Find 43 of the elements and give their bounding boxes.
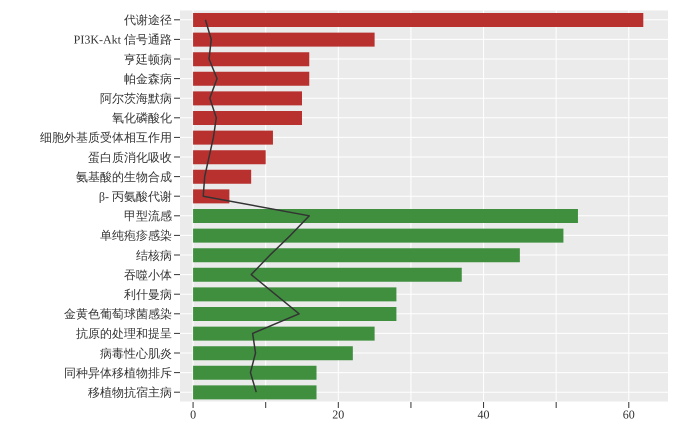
y-tick-label: 单纯疱疹感染 [100,228,172,243]
y-tick-label: 亨廷顿病 [124,52,172,66]
y-tick-label: 细胞外基质受体相互作用 [40,130,172,145]
bar [193,287,396,302]
y-tick-label: 氧化磷酸化 [112,111,172,126]
y-tick-label: 帕金森病 [124,72,172,86]
bar [193,170,252,184]
bar [193,268,462,282]
y-tick-label: 结核病 [136,248,172,262]
bar [193,307,396,321]
x-tick-label: 0 [190,408,196,422]
y-tick-label: 蛋白质消化吸收 [88,150,172,164]
bar [193,52,310,66]
bar [193,13,644,27]
y-tick-label: PI3K-Akt 信号通路 [74,32,172,47]
x-tick-label: 60 [622,408,635,422]
bar [193,248,520,262]
y-tick-label: 病毒性心肌炎 [100,346,172,360]
bar [193,72,310,86]
bar [193,228,564,243]
y-tick-label: β- 丙氨酸代谢 [98,189,172,204]
bar [193,91,302,106]
y-tick-label: 阿尔茨海默病 [100,91,172,106]
bar [193,32,375,47]
bar [193,111,302,125]
y-tick-label: 同种异体移植物排斥 [64,366,172,380]
y-tick-label: 移植物抗宿主病 [88,385,172,400]
x-tick-label: 20 [332,408,344,422]
y-tick-label: 甲型流感 [124,209,172,224]
y-tick-label: 吞噬小体 [124,268,172,282]
bar [193,385,317,400]
bar [193,209,578,223]
bar [193,366,317,380]
bar [193,150,266,164]
y-tick-label: 利什曼病 [124,287,172,302]
bar [193,130,273,145]
bar [193,326,375,341]
y-tick-label: 氨基酸的生物合成 [76,170,172,184]
y-tick-label: 代谢途径 [123,13,172,28]
x-tick-label: 40 [478,408,490,422]
y-tick-label: 金黄色葡萄球菌感染 [64,307,172,322]
bar [193,346,353,360]
y-tick-label: 抗原的处理和提呈 [76,326,172,341]
